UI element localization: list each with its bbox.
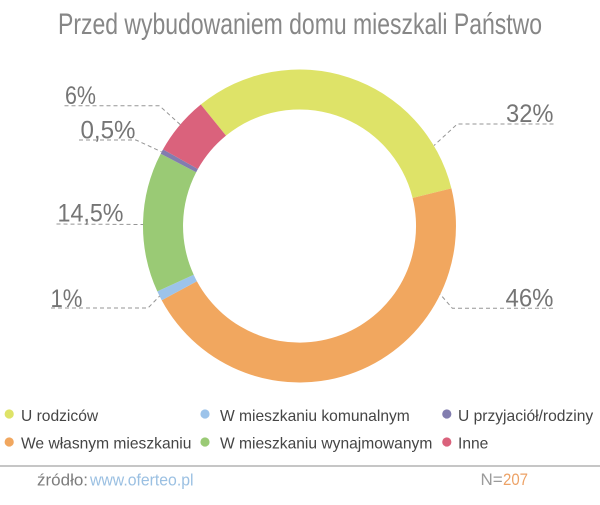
svg-text:14,5%: 14,5% <box>58 200 124 228</box>
svg-text:U rodziców: U rodziców <box>21 408 99 425</box>
svg-text:207: 207 <box>503 470 528 489</box>
svg-text:1%: 1% <box>51 285 83 313</box>
svg-text:6%: 6% <box>65 82 96 110</box>
svg-text:0,5%: 0,5% <box>81 117 136 145</box>
svg-text:źródło:: źródło: <box>37 471 88 490</box>
svg-text:32%: 32% <box>506 100 554 128</box>
svg-text:U przyjaciół/rodziny: U przyjaciół/rodziny <box>458 408 593 425</box>
svg-text:Przed wybudowaniem domu mieszk: Przed wybudowaniem domu mieszkali Państw… <box>58 8 542 41</box>
svg-text:N=: N= <box>481 470 503 489</box>
svg-text:www.oferteo.pl: www.oferteo.pl <box>89 471 193 490</box>
svg-text:W mieszkaniu komunalnym: W mieszkaniu komunalnym <box>220 408 410 425</box>
svg-text:We własnym mieszkaniu: We własnym mieszkaniu <box>21 435 191 452</box>
svg-text:46%: 46% <box>506 284 554 312</box>
svg-text:W mieszkaniu wynajmowanym: W mieszkaniu wynajmowanym <box>220 435 432 452</box>
svg-text:Inne: Inne <box>458 435 488 452</box>
